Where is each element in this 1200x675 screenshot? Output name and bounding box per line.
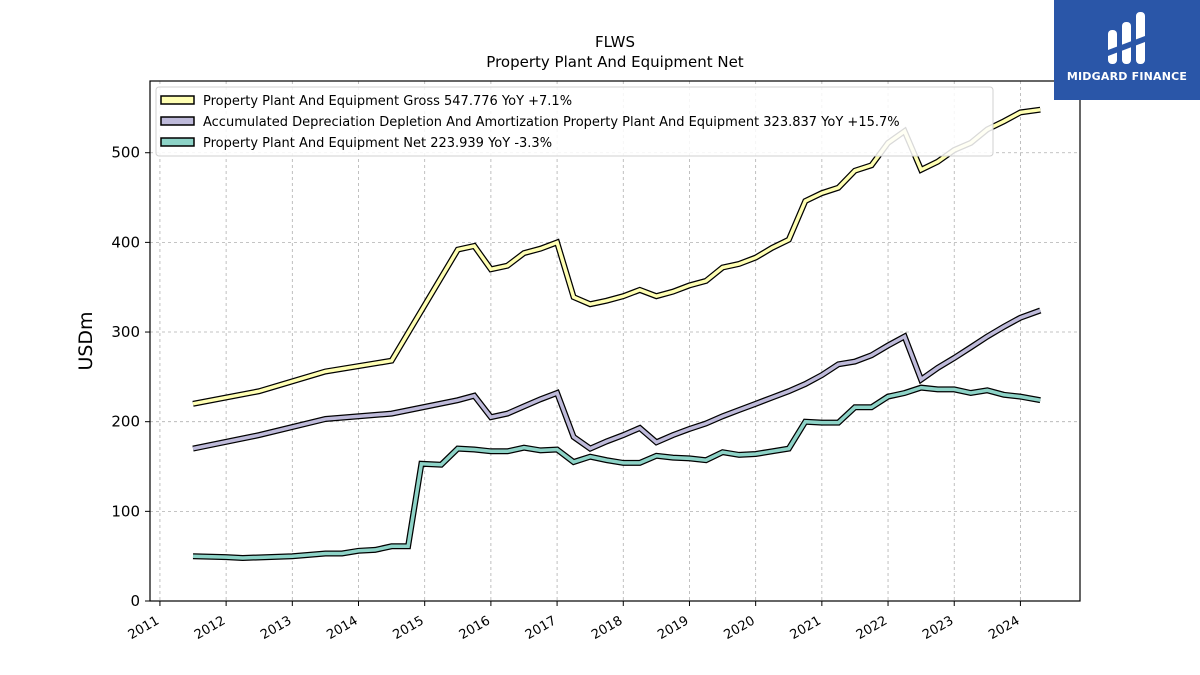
chart-title: FLWS [595, 33, 635, 51]
legend-swatch-3 [160, 137, 195, 147]
series-outline-2 [192, 307, 1042, 453]
x-tick-label: 2013 [258, 613, 294, 643]
series-line-3 [192, 385, 1041, 560]
y-tick-label: 500 [111, 144, 140, 162]
chart-subtitle: Property Plant And Equipment Net [486, 53, 743, 71]
legend-label-1: Property Plant And Equipment Gross 547.7… [203, 94, 572, 109]
series-outline-3 [192, 384, 1041, 562]
y-axis-label: USDm [75, 311, 97, 370]
legend-box [155, 86, 994, 157]
x-tick-label: 2014 [324, 613, 360, 643]
legend-label-2: Accumulated Depreciation Depletion And A… [203, 115, 900, 130]
x-tick-label: 2018 [589, 613, 625, 643]
series-line-2 [192, 308, 1041, 451]
y-tick-label: 400 [111, 233, 140, 251]
x-tick-label: 2021 [788, 613, 824, 643]
legend: Property Plant And Equipment Gross 547.7… [155, 86, 994, 157]
logo-mark-icon [1108, 12, 1145, 64]
y-tick-label: 100 [111, 502, 140, 520]
y-tick-label: 200 [111, 413, 140, 431]
x-tick-label: 2022 [854, 613, 890, 643]
brand-logo: MIDGARD FINANCE [1054, 0, 1200, 100]
series-lines [192, 106, 1042, 562]
plot-area [149, 80, 1081, 602]
x-tick-label: 2015 [391, 613, 427, 643]
x-tick-label: 2024 [986, 613, 1022, 643]
x-tick-label: 2016 [457, 613, 493, 643]
x-tick-label: 2023 [920, 613, 956, 643]
legend-label-3: Property Plant And Equipment Net 223.939… [203, 136, 552, 151]
y-tick-label: 0 [130, 592, 140, 610]
x-tick-label: 2012 [192, 613, 228, 643]
y-tick-label: 300 [111, 323, 140, 341]
series-line-1 [192, 107, 1041, 406]
brand-name: MIDGARD FINANCE [1066, 70, 1188, 83]
grid [150, 81, 1080, 602]
legend-swatch-2 [160, 116, 195, 126]
legend-swatch-1 [160, 95, 195, 105]
x-tick-label: 2019 [655, 613, 691, 643]
x-tick-label: 2011 [126, 613, 162, 643]
x-tick-label: 2017 [523, 613, 559, 643]
x-tick-label: 2020 [721, 613, 757, 643]
